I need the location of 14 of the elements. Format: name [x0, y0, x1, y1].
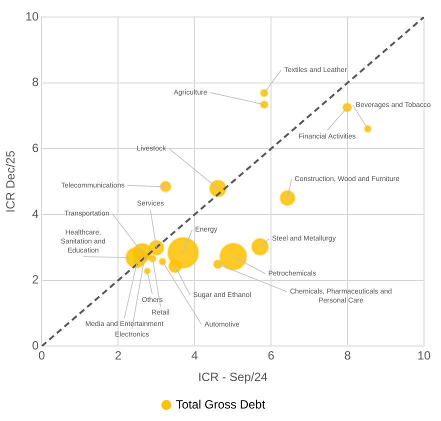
y-tick-label: 6 — [32, 140, 40, 155]
y-tick-label: 10 — [25, 9, 40, 24]
x-axis-title: ICR - Sep/24 — [198, 370, 268, 384]
x-tick-label: 8 — [344, 348, 352, 363]
x-tick-label: 2 — [114, 348, 122, 363]
y-tick-label: 2 — [32, 272, 40, 287]
x-tick-label: 4 — [191, 348, 198, 363]
y-tick-label: 4 — [32, 206, 40, 221]
x-tick-label: 6 — [268, 348, 275, 363]
y-axis-title: ICR Dec/25 — [4, 150, 18, 213]
x-tick-label: 10 — [417, 348, 431, 363]
y-tick-label: 0 — [32, 338, 40, 353]
legend-label: Total Gross Debt — [176, 397, 266, 412]
y-tick-label: 8 — [32, 75, 40, 90]
